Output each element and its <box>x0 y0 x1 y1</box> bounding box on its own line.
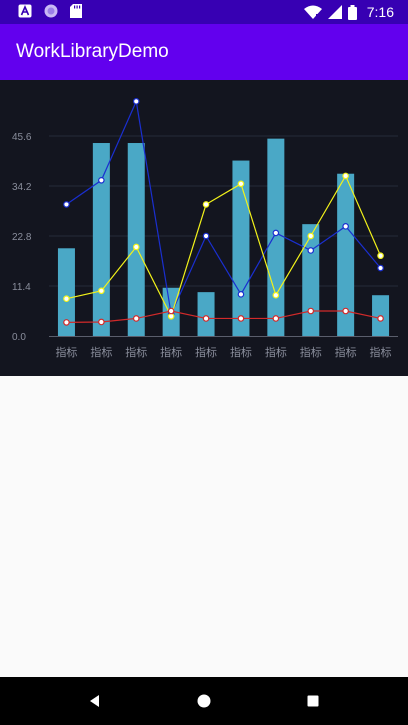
series-line <box>66 174 382 318</box>
app-bar: WorkLibraryDemo <box>0 24 408 80</box>
series-line <box>66 99 382 317</box>
circle-notification-icon <box>44 4 58 18</box>
content-area <box>0 376 408 677</box>
home-icon <box>197 694 211 708</box>
bar <box>57 248 75 336</box>
series-point <box>63 319 70 326</box>
a-notification-icon <box>18 4 32 18</box>
series-point <box>98 176 105 184</box>
series-point <box>167 312 175 320</box>
series-point <box>202 201 210 208</box>
series-point <box>272 315 280 322</box>
signal-icon <box>327 5 342 19</box>
x-tick-label: 指标 <box>125 345 147 359</box>
series-point <box>342 307 349 315</box>
y-tick-label: 11.4 <box>12 282 31 293</box>
y-tick-label: 45.6 <box>12 132 32 143</box>
bar <box>127 143 145 336</box>
series-point <box>63 201 70 208</box>
x-tick-label: 指标 <box>55 345 77 359</box>
series-point <box>307 307 315 315</box>
series-point <box>167 307 175 315</box>
bar <box>267 138 285 336</box>
x-tick-label: 指标 <box>195 345 217 359</box>
wifi-icon <box>303 5 322 19</box>
x-tick-label: 指标 <box>265 345 287 359</box>
series-point <box>307 232 315 240</box>
series-point <box>98 287 105 295</box>
series-point <box>237 180 245 188</box>
app-title: WorkLibraryDemo <box>16 41 169 62</box>
series-line <box>66 310 381 324</box>
bar <box>197 292 215 336</box>
navigation-bar <box>0 677 408 725</box>
battery-icon <box>347 4 357 20</box>
series-point <box>377 315 384 322</box>
series-point <box>307 247 315 254</box>
series-point <box>202 315 210 322</box>
series-point <box>377 252 384 260</box>
back-button[interactable] <box>75 681 115 721</box>
back-icon <box>89 695 99 707</box>
status-notifications <box>18 4 82 18</box>
series-point <box>63 295 70 303</box>
series-point <box>272 291 280 299</box>
series-point <box>342 223 349 230</box>
series-point <box>342 172 349 180</box>
x-tick-label: 指标 <box>300 345 322 359</box>
x-tick-label: 指标 <box>90 345 112 359</box>
bar <box>232 160 250 336</box>
series-point <box>202 232 210 240</box>
series-point <box>98 318 105 326</box>
bar <box>92 143 110 336</box>
status-system: 7:16 <box>303 3 394 21</box>
bar <box>337 173 355 336</box>
series-point <box>237 315 245 322</box>
series-point <box>132 315 140 322</box>
recents-icon <box>307 695 319 707</box>
series-point <box>237 291 245 298</box>
status-bar: 7:16 <box>0 0 408 24</box>
series-point <box>377 264 384 272</box>
bar <box>302 224 320 336</box>
y-tick-label: 34.2 <box>12 182 32 193</box>
x-tick-label: 指标 <box>335 345 357 359</box>
x-tick-label: 指标 <box>370 345 392 359</box>
x-tick-label: 指标 <box>160 345 182 359</box>
y-tick-label: 0.0 <box>12 332 26 343</box>
y-tick-label: 22.8 <box>12 232 32 243</box>
recents-button[interactable] <box>293 681 333 721</box>
series-point <box>132 243 140 251</box>
x-tick-label: 指标 <box>230 345 252 359</box>
status-time: 7:16 <box>366 4 394 20</box>
sd-card-icon <box>70 4 82 18</box>
home-button[interactable] <box>184 681 224 721</box>
series-point <box>272 229 280 237</box>
combo-chart: 0.011.422.834.245.6指标 指标 指标 指标 指标 指标 指标 指标 指标 指标 <box>12 98 398 359</box>
chart-panel: 0.0 11.4 22.8 34.2 45.6 指标 指标 指标 指标 指标 指标 指标 指标 指标 指标 <box>0 80 408 376</box>
series-point <box>132 98 140 105</box>
